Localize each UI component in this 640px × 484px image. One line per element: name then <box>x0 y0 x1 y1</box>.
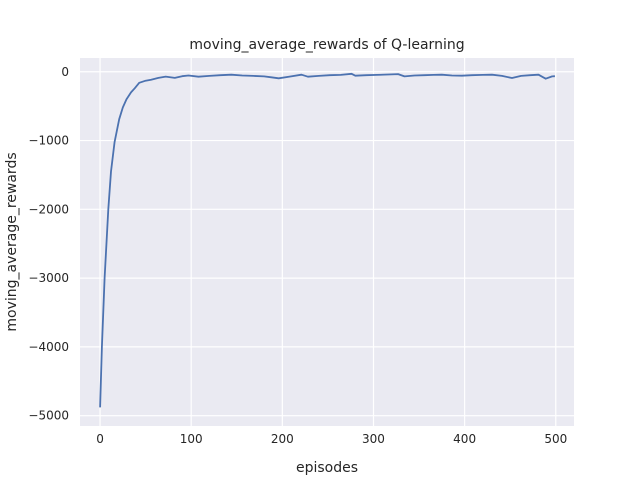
plot-area <box>80 58 574 426</box>
y-tick-label: −2000 <box>28 202 69 216</box>
y-tick-label: −1000 <box>28 134 69 148</box>
chart-title: moving_average_rewards of Q-learning <box>189 37 464 53</box>
y-tick-label: −3000 <box>28 271 69 285</box>
y-axis-label: moving_average_rewards <box>4 152 20 331</box>
y-tick-label: −4000 <box>28 340 69 354</box>
series-line <box>99 72 555 408</box>
x-tick-label: 400 <box>453 432 476 446</box>
y-tick-label: 0 <box>61 65 69 79</box>
x-axis-label: episodes <box>296 460 358 476</box>
grid <box>80 58 574 426</box>
x-tick-label: 300 <box>362 432 385 446</box>
x-tick-label: 500 <box>544 432 567 446</box>
tick-labels: 0 100 200 300 400 500 0 −1000 −2000 −3000 −4000 −50… <box>28 65 567 446</box>
y-tick-label: −5000 <box>28 409 69 423</box>
x-tick-label: 100 <box>180 432 203 446</box>
x-tick-label: 200 <box>271 432 294 446</box>
x-tick-label: 0 <box>96 432 104 446</box>
